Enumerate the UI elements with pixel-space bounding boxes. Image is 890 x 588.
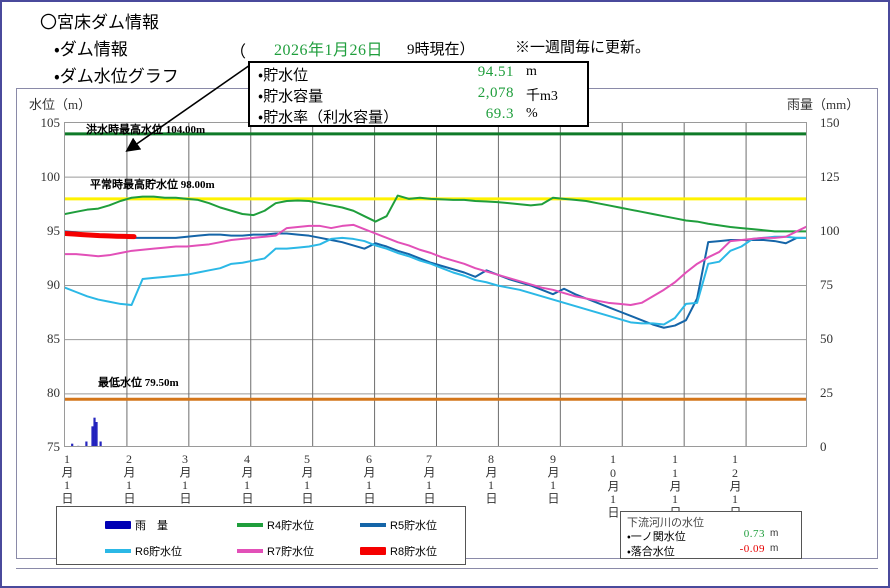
dam-info-row: ・貯水容量 2,078 千m3 — [250, 84, 587, 105]
update-note: ※一週間毎に更新。 — [515, 40, 651, 56]
x-tick-2: 3月1日 — [178, 452, 192, 504]
legend-swatch-r8 — [360, 547, 386, 555]
y-tick-right-2: 100 — [820, 223, 840, 238]
x-tick-0: 1月1日 — [60, 452, 74, 504]
x-tick-7: 8月1日 — [484, 452, 498, 504]
legend-label-r5: R5貯水位 — [390, 520, 438, 532]
x-tick-8: 9月1日 — [546, 452, 560, 504]
river-value-1: -0.09 — [739, 543, 765, 555]
dam-info-unit-2: % — [526, 106, 538, 121]
page-title: 〇宮床ダム情報 — [40, 13, 159, 32]
paren-open: （ — [230, 44, 247, 61]
y-tick-left-0: 105 — [40, 115, 61, 130]
legend-swatch-r6 — [105, 549, 131, 553]
ann-minimum-level: 最低水位 79.50m — [98, 377, 179, 389]
y-tick-right-4: 50 — [820, 331, 833, 346]
y-tick-left-2: 95 — [47, 223, 60, 238]
legend-item-r7[interactable]: R7貯水位 — [237, 543, 314, 559]
plot-area — [64, 122, 807, 447]
dam-info-value-1: 2,078 — [477, 85, 514, 101]
dam-info-row: ・貯水率（利水容量） 69.3 % — [250, 105, 587, 126]
ann-normal-max-level: 平常時最高貯水位 98.00m — [90, 179, 215, 191]
legend-item-r6[interactable]: R6貯水位 — [105, 543, 182, 559]
y-tick-left-4: 85 — [47, 331, 60, 346]
legend-item-rain[interactable]: 雨 量 — [105, 517, 168, 533]
legend-label-r4: R4貯水位 — [267, 520, 315, 532]
ann-flood-level: 洪水時最高水位 104.00m — [86, 124, 206, 136]
dam-info-box: ・貯水位 94.51 m ・貯水容量 2,078 千m3 ・貯水率（利水容量） … — [248, 61, 589, 127]
legend-swatch-rain — [105, 521, 131, 529]
y-tick-right-5: 25 — [820, 385, 833, 400]
dam-info-label-1: ・貯水容量 — [258, 89, 324, 105]
dam-info-value-0: 94.51 — [477, 64, 514, 80]
river-label-1: ・落合水位 — [627, 546, 675, 558]
observation-date: 2026年1月26日 — [274, 42, 384, 59]
legend-swatch-r7 — [237, 549, 263, 553]
dam-info-row: ・貯水位 94.51 m — [250, 63, 587, 84]
x-tick-1: 2月1日 — [122, 452, 136, 504]
legend-item-r5[interactable]: R5貯水位 — [360, 517, 437, 533]
legend-label-r7: R7貯水位 — [267, 546, 315, 558]
x-tick-5: 6月1日 — [362, 452, 376, 504]
x-tick-11: 12月1日 — [728, 452, 742, 518]
x-tick-4: 5月1日 — [300, 452, 314, 504]
y-axis-left-title: 水位（m） — [29, 97, 92, 112]
legend-label-rain: 雨 量 — [135, 520, 168, 532]
river-label-0: ・一ノ関水位 — [627, 531, 686, 543]
legend-label-r6: R6貯水位 — [135, 546, 183, 558]
river-unit-0: m — [770, 528, 779, 539]
river-unit-1: m — [770, 543, 779, 554]
x-tick-6: 7月1日 — [422, 452, 436, 504]
dam-info-unit-1: 千m3 — [526, 89, 558, 104]
dam-info-unit-0: m — [526, 64, 537, 79]
bottom-divider — [16, 568, 878, 569]
dam-info-value-2: 69.3 — [485, 106, 514, 122]
x-tick-3: 4月1日 — [240, 452, 254, 504]
y-tick-left-1: 100 — [40, 169, 61, 184]
y-axis-right-title: 雨量（mm） — [787, 97, 860, 112]
plot-svg — [65, 123, 806, 446]
x-tick-9: 10月1日 — [606, 452, 620, 518]
x-tick-10: 11月1日 — [668, 452, 682, 518]
dam-info-label: ・ダム情報 — [54, 40, 128, 59]
y-tick-left-3: 90 — [47, 277, 60, 292]
y-tick-left-5: 80 — [47, 385, 60, 400]
legend-item-r8[interactable]: R8貯水位 — [360, 543, 437, 559]
dam-graph-label: ・ダム水位グラフ — [54, 67, 179, 86]
chart-legend: 雨 量 R4貯水位 R5貯水位 R6貯水位 R7貯水位 R8貯水位 — [56, 506, 466, 565]
y-tick-right-3: 75 — [820, 277, 833, 292]
dam-info-label-0: ・貯水位 — [258, 68, 309, 84]
observation-hour: 9時現在） — [407, 42, 475, 58]
river-value-0: 0.73 — [743, 528, 765, 540]
y-tick-right-1: 125 — [820, 169, 840, 184]
y-tick-right-0: 150 — [820, 115, 840, 130]
legend-label-r8: R8貯水位 — [390, 546, 438, 558]
downstream-river-box: 下流河川の水位 ・一ノ関水位 0.73 m ・落合水位 -0.09 m — [620, 511, 802, 559]
legend-swatch-r5 — [360, 523, 386, 527]
legend-swatch-r4 — [237, 523, 263, 527]
y-tick-left-6: 75 — [47, 439, 60, 454]
dam-info-label-2: ・貯水率（利水容量） — [258, 110, 399, 126]
river-box-title: 下流河川の水位 — [627, 517, 704, 529]
legend-item-r4[interactable]: R4貯水位 — [237, 517, 314, 533]
y-tick-right-6: 0 — [820, 439, 827, 454]
